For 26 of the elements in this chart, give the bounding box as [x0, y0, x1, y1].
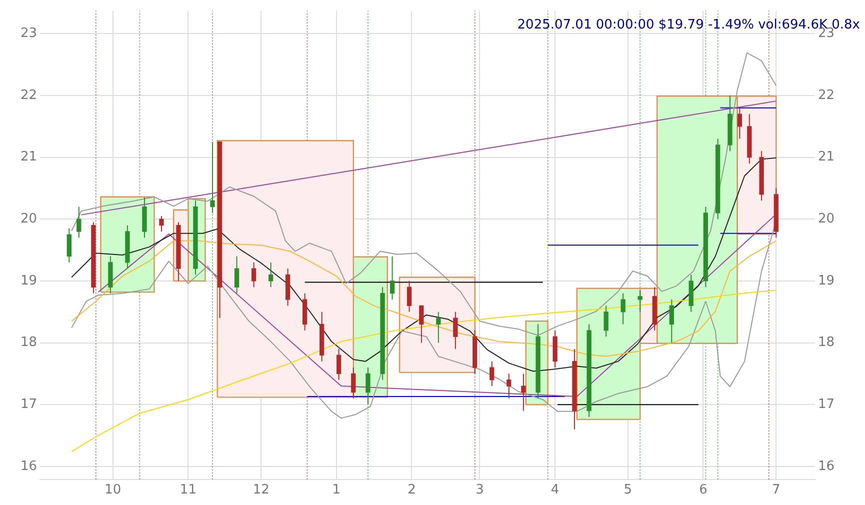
- y-tick-label: 22: [20, 88, 37, 103]
- x-tick-label: 7: [772, 482, 780, 498]
- y-tick-label: 19: [20, 273, 37, 288]
- x-tick-label: 1: [332, 482, 341, 498]
- y-tick-label: 23: [20, 26, 37, 42]
- y2-tick-label: 18: [818, 335, 835, 350]
- y-tick-label: 21: [20, 150, 37, 165]
- y2-tick-label: 22: [818, 88, 835, 103]
- x-tick-label: 10: [104, 482, 122, 498]
- y-tick-label: 17: [20, 396, 37, 412]
- candlestick: [638, 290, 642, 312]
- y2-tick-label: 21: [818, 150, 835, 165]
- x-tick-label: 11: [180, 482, 196, 498]
- y2-tick-label: 17: [818, 396, 835, 412]
- x-tick-label: 4: [550, 482, 560, 498]
- x-tick-label: 3: [476, 482, 484, 498]
- x-tick-label: 5: [624, 482, 632, 498]
- y2-tick-label: 20: [818, 212, 835, 227]
- x-tick-label: 12: [252, 482, 270, 498]
- y2-tick-label: 16: [818, 458, 835, 474]
- x-tick-label: 2: [408, 482, 416, 498]
- x-tick-label: 6: [699, 482, 708, 498]
- y-tick-label: 20: [20, 212, 37, 227]
- y-tick-label: 16: [20, 458, 37, 474]
- y2-tick-label: 19: [818, 273, 835, 288]
- y-tick-label: 18: [20, 335, 37, 350]
